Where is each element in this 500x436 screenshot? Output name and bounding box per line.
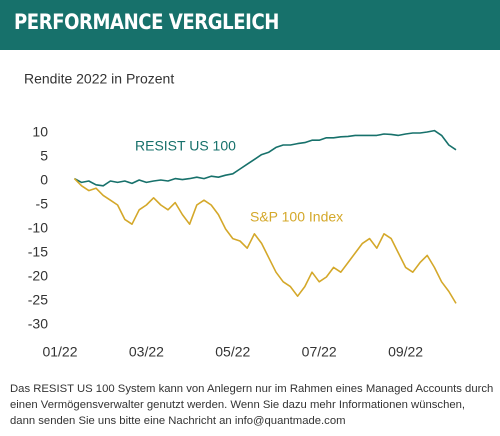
x-tick-label: 05/22 — [215, 344, 250, 360]
x-tick-label: 01/22 — [42, 344, 77, 360]
footer-line: einen Vermögensverwalter genutzt werden.… — [10, 399, 466, 411]
y-tick-label: -5 — [36, 196, 49, 212]
series-line — [73, 178, 457, 304]
x-tick-label: 09/22 — [388, 344, 423, 360]
footer-line: Das RESIST US 100 System kann von Anlege… — [10, 383, 494, 395]
series-line — [74, 129, 457, 187]
y-tick-label: -20 — [28, 268, 48, 284]
header: PERFORMANCE VERGLEICH — [0, 0, 500, 50]
series-label: S&P 100 Index — [250, 209, 343, 225]
header-title: PERFORMANCE VERGLEICH — [14, 10, 279, 34]
y-tick-label: -30 — [28, 316, 48, 332]
x-tick-label: 07/22 — [302, 344, 337, 360]
y-tick-label: -10 — [28, 220, 48, 236]
y-tick-label: 10 — [32, 124, 48, 140]
series-label: RESIST US 100 — [135, 138, 236, 154]
y-tick-label: 5 — [40, 148, 48, 164]
chart: Rendite 2022 in Prozent -30 -25 -20 -15 -10 -… — [24, 71, 457, 360]
footer-line: dann senden Sie uns bitte eine Nachricht… — [10, 415, 346, 427]
y-axis-title: Rendite 2022 in Prozent — [24, 71, 174, 87]
y-tick-label: -15 — [28, 244, 48, 260]
y-tick-label: -25 — [28, 292, 48, 308]
y-tick-label: 0 — [40, 172, 48, 188]
x-tick-label: 03/22 — [129, 344, 164, 360]
footer: Das RESIST US 100 System kann von Anlege… — [10, 381, 495, 429]
